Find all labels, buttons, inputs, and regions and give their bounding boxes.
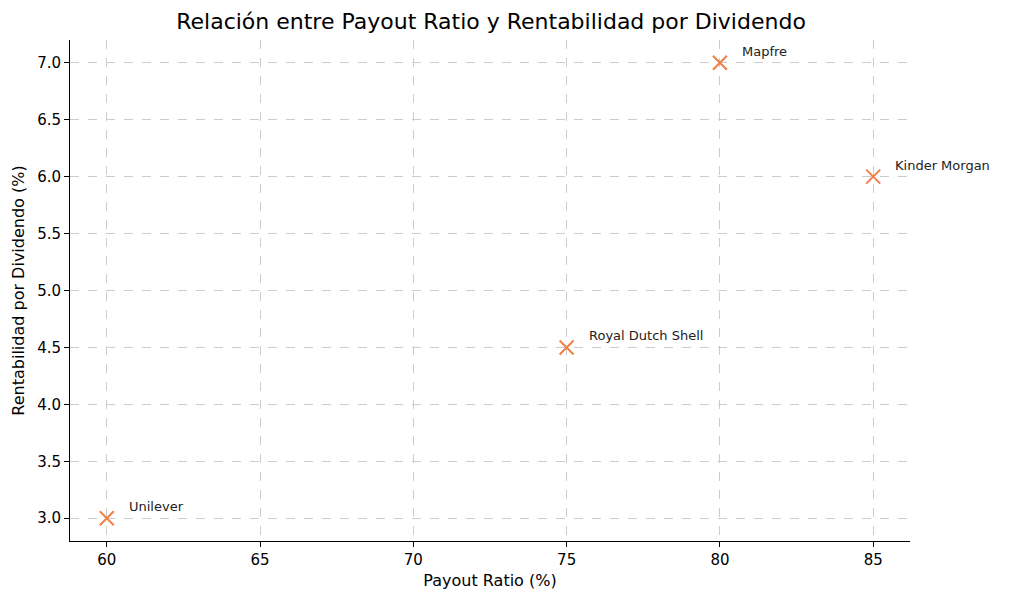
svg-text:85: 85 [864,551,883,569]
svg-text:7.0: 7.0 [37,54,61,72]
svg-text:80: 80 [710,551,729,569]
svg-text:60: 60 [97,551,116,569]
svg-text:6.5: 6.5 [37,111,61,129]
svg-text:6.0: 6.0 [37,168,61,186]
svg-text:75: 75 [557,551,576,569]
svg-text:3.0: 3.0 [37,509,61,527]
svg-text:5.5: 5.5 [37,225,61,243]
svg-text:Kinder Morgan: Kinder Morgan [895,158,990,173]
svg-text:Payout Ratio (%): Payout Ratio (%) [423,571,556,590]
svg-text:70: 70 [404,551,423,569]
svg-text:Rentabilidad por Dividendo (%): Rentabilidad por Dividendo (%) [9,165,28,415]
svg-text:Royal Dutch Shell: Royal Dutch Shell [589,328,703,343]
svg-text:Relación entre Payout Ratio y: Relación entre Payout Ratio y Rentabilid… [176,9,806,34]
svg-text:65: 65 [251,551,270,569]
svg-text:5.0: 5.0 [37,282,61,300]
svg-text:Unilever: Unilever [129,499,184,514]
svg-text:4.0: 4.0 [37,396,61,414]
svg-text:3.5: 3.5 [37,453,61,471]
svg-text:Mapfre: Mapfre [742,44,787,59]
svg-text:4.5: 4.5 [37,339,61,357]
